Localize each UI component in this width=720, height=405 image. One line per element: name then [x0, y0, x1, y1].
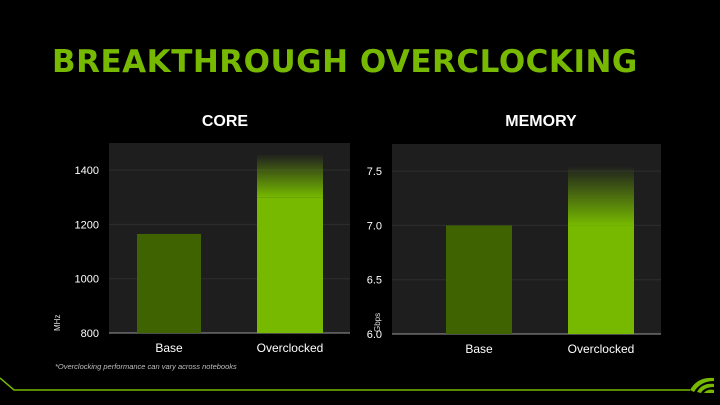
memory-x-tick-label: Overclocked [568, 342, 635, 356]
memory-y-tick-label: 7.5 [367, 166, 382, 178]
memory-bar-overclocked [568, 225, 634, 334]
memory-y-tick-label: 6.0 [367, 329, 382, 341]
core-y-tick-label: 1000 [75, 274, 99, 286]
core-y-tick-label: 1400 [75, 165, 99, 177]
core-chart-title: CORE [202, 113, 249, 130]
core-y-tick-label: 1200 [75, 219, 99, 231]
core-x-tick-label: Overclocked [257, 341, 324, 355]
memory-bar-base [446, 225, 512, 334]
memory-chart-title: MEMORY [505, 113, 577, 130]
nvidia-eye-logo-icon [690, 377, 714, 393]
core-bar-overclocked [257, 197, 323, 333]
memory-y-axis-label: Gbps [373, 313, 382, 332]
memory-overclock-headroom-glow [568, 165, 634, 226]
slide-title: BREAKTHROUGH OVERCLOCKING [52, 44, 638, 80]
memory-y-tick-label: 6.5 [367, 275, 382, 287]
memory-x-tick-label: Base [465, 342, 493, 356]
core-y-tick-label: 800 [81, 328, 99, 340]
memory-y-tick-label: 7.0 [367, 220, 382, 232]
core-x-tick-label: Base [155, 341, 183, 355]
core-overclock-headroom-glow [257, 153, 323, 198]
footnote: *Overclocking performance can vary acros… [55, 362, 237, 371]
core-bar-base [137, 233, 201, 333]
core-y-axis-label: MHz [53, 315, 62, 331]
